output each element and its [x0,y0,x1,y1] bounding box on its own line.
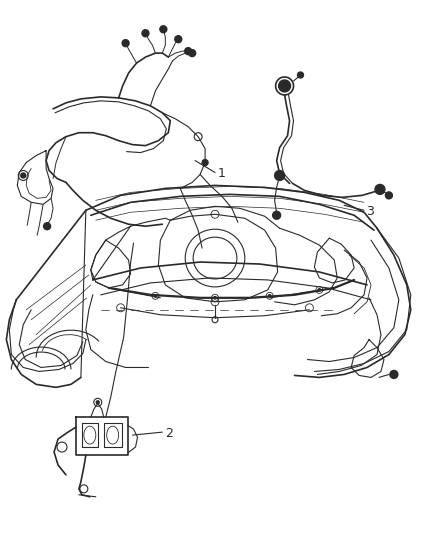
Text: 3: 3 [366,205,374,218]
Circle shape [273,211,281,219]
Circle shape [96,401,99,404]
Circle shape [202,159,208,166]
Circle shape [275,171,285,181]
Circle shape [385,192,392,199]
Circle shape [175,36,182,43]
Circle shape [214,297,216,299]
Text: 2: 2 [165,426,173,440]
Circle shape [160,26,167,33]
Circle shape [318,289,321,291]
Circle shape [268,295,271,297]
Text: 1: 1 [218,167,226,180]
Circle shape [185,47,192,54]
Circle shape [390,370,398,378]
Circle shape [154,295,157,297]
Circle shape [279,80,290,92]
Circle shape [122,39,129,47]
Circle shape [297,72,304,78]
Circle shape [375,184,385,195]
Circle shape [21,173,26,178]
Circle shape [189,50,196,56]
Circle shape [44,223,50,230]
Circle shape [142,30,149,37]
